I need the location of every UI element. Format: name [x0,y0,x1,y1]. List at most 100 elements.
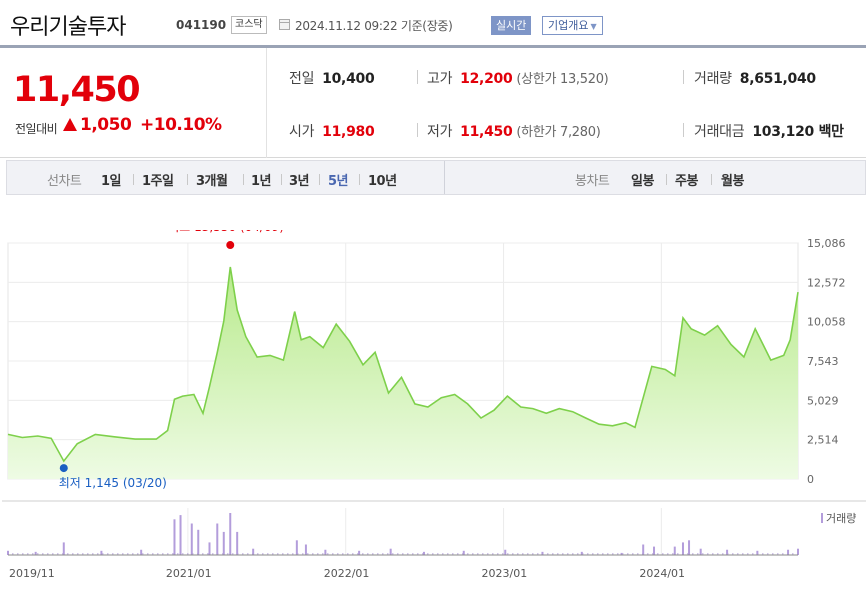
range-monthly[interactable]: 월봉 [721,174,744,189]
volume-bar [557,553,559,555]
calendar-icon [279,19,290,30]
volume-bar [52,553,54,555]
volume-bar [352,553,354,555]
volume-bar [562,553,564,555]
stat-high: 고가 12,200 (상한가 13,520) [427,68,609,88]
volume-bar [627,553,629,555]
volume-bar [173,519,176,555]
range-3y[interactable]: 3년 [289,174,310,189]
range-5y[interactable]: 5년 [328,174,349,189]
volume-bar [42,553,44,555]
y-tick-label: 10,058 [807,316,846,329]
range-10y[interactable]: 10년 [368,174,397,189]
up-triangle-icon [63,118,77,131]
volume-bar [377,553,379,555]
volume-bar [467,553,469,555]
quote-datetime: 2024.11.12 09:22 기준(장중) [295,17,453,34]
volume-bar [772,553,774,555]
range-weekly[interactable]: 주봉 [675,174,698,189]
range-1w[interactable]: 1주일 [142,174,174,189]
volume-bar [422,551,425,555]
volume-bar [787,549,790,555]
volume-bar [304,544,307,555]
volume-bar [437,553,439,555]
volume-bar [132,553,134,555]
volume-bar [100,550,103,555]
volume-bar [262,553,264,555]
range-3m[interactable]: 3개월 [196,174,228,189]
volume-bar [632,553,634,555]
volume-bar [172,553,174,555]
range-1y[interactable]: 1년 [251,174,272,189]
divider [417,123,418,137]
volume-bar [140,549,143,555]
volume-bar [247,553,249,555]
prev-close-value: 10,400 [322,71,375,87]
volume-bar [432,553,434,555]
volume-bar [492,553,494,555]
volume-bar [447,553,449,555]
volume-bar [692,553,694,555]
divider [319,174,320,185]
volume-bar [257,553,259,555]
volume-bar [417,553,419,555]
x-tick-label: 2021/01 [166,567,212,580]
stat-volume: 거래량 8,651,040 [694,68,816,88]
volume-bar [532,553,534,555]
volume-bar [482,553,484,555]
volume-bar [672,553,674,555]
volume-bar [642,553,644,555]
volume-bar [187,553,189,555]
volume-bar [607,553,609,555]
volume-bar [642,544,645,555]
x-tick-label: 2024/01 [639,567,685,580]
volume-bar [324,549,327,555]
y-tick-label: 7,543 [807,355,839,368]
price-chart[interactable]: 15,086 12,572 10,058 7,543 5,029 2,514 0 최고 13… [0,220,866,589]
x-tick-label: 2019/11 [9,567,55,580]
volume-bar [32,553,34,555]
divider [666,174,667,185]
volume-bar [34,551,37,555]
volume-bar [727,553,729,555]
volume-bar [322,553,324,555]
volume-bar [217,553,219,555]
range-daily[interactable]: 일봉 [631,174,654,189]
volume-bar [282,553,284,555]
volume-bar [127,553,129,555]
volume-bar [442,553,444,555]
volume-bar [142,553,144,555]
volume-bar [152,553,154,555]
realtime-button[interactable]: 실시간 [491,16,532,35]
volume-bar [57,553,59,555]
volume-bar [487,553,489,555]
volume-bar [147,553,149,555]
volume-bar [673,546,676,555]
volume-bar [787,553,789,555]
y-axis: 15,086 12,572 10,058 7,543 5,029 2,514 0 [807,237,846,486]
y-tick-label: 2,514 [807,434,839,447]
volume-bar [767,553,769,555]
volume-bar [662,553,664,555]
volume-bar [277,553,279,555]
volume-bar [87,553,89,555]
volume-bar [287,553,289,555]
volume-bar [542,553,544,555]
volume-bar [222,531,225,555]
divider [281,174,282,185]
volume-bars: 거래량 [7,512,856,555]
volume-bar [699,548,702,555]
volume-bar [582,553,584,555]
volume-bar [717,553,719,555]
volume-bar [192,553,194,555]
range-1d[interactable]: 1일 [101,174,122,189]
stock-code: 041190 [176,18,227,32]
volume-bar [197,529,200,555]
volume-bar [387,553,389,555]
volume-bar [357,553,359,555]
company-overview-button[interactable]: 기업개요 ▼ [542,16,603,35]
volume-bar [422,553,424,555]
divider [683,123,684,137]
volume-bar [236,531,239,555]
y-tick-label: 15,086 [807,237,846,250]
